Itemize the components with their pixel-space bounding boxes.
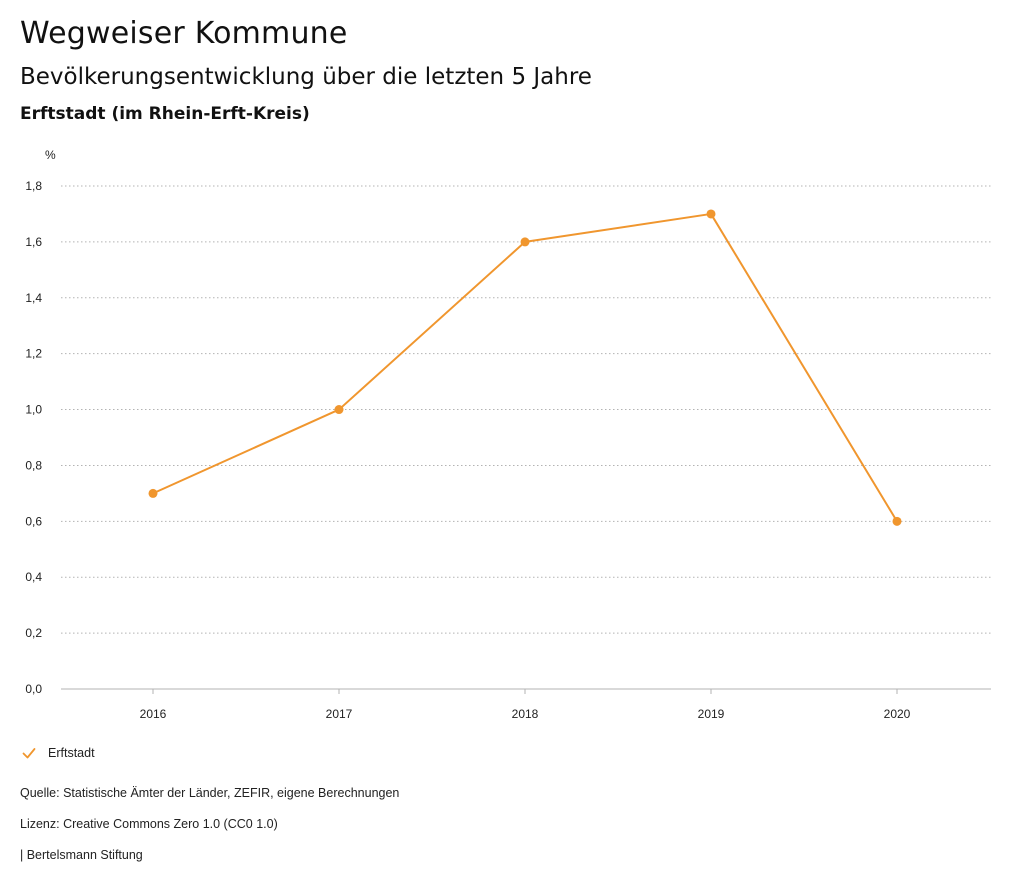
y-tick-label: 1,2 [25, 347, 42, 361]
y-axis: 0,0 0,2 0,4 0,6 0,8 1,0 1,2 1,4 1,6 1,8 [25, 179, 42, 696]
legend-label: Erftstadt [48, 746, 95, 760]
data-point[interactable] [520, 237, 530, 247]
x-tick-label: 2020 [884, 707, 911, 721]
y-tick-label: 0,6 [25, 514, 42, 528]
y-axis-unit-label: % [45, 148, 56, 162]
y-tick-label: 0,4 [25, 570, 42, 584]
y-tick-label: 0,8 [25, 458, 42, 472]
x-tick-label: 2019 [698, 707, 725, 721]
y-tick-label: 1,4 [25, 291, 42, 305]
data-point[interactable] [148, 488, 158, 498]
y-tick-label: 1,8 [25, 179, 42, 193]
chart-region-label: Erftstadt (im Rhein-Erft-Kreis) [20, 104, 310, 124]
x-tick-label: 2018 [512, 707, 539, 721]
line-chart: 0,00,20,40,60,81,01,21,41,61,8 2016 2017 2… [25, 148, 991, 721]
data-point[interactable] [892, 516, 902, 526]
y-tick-label: 1,6 [25, 235, 42, 249]
legend[interactable]: Erftstadt [22, 746, 95, 760]
publisher-note: | Bertelsmann Stiftung [20, 848, 143, 862]
y-tick-label: 1,0 [25, 403, 42, 417]
y-tick-label: 0,2 [25, 626, 42, 640]
license-note: Lizenz: Creative Commons Zero 1.0 (CC0 1… [20, 817, 278, 831]
source-note: Quelle: Statistische Ämter der Länder, Z… [20, 786, 400, 800]
data-point[interactable] [334, 405, 344, 415]
series-layer [148, 209, 902, 526]
series-line-erftstadt [152, 212, 898, 522]
check-icon [22, 748, 36, 759]
chart-subtitle: Bevölkerungsentwicklung über die letzten… [20, 64, 592, 90]
x-tick-label: 2017 [326, 707, 353, 721]
x-tick-label: 2016 [140, 707, 167, 721]
x-axis: 2016 2017 2018 2019 2020 [140, 689, 911, 721]
grid-lines [61, 185, 991, 690]
data-point[interactable] [706, 209, 716, 219]
y-tick-label: 0,0 [25, 682, 42, 696]
page-title: Wegweiser Kommune [20, 16, 348, 51]
